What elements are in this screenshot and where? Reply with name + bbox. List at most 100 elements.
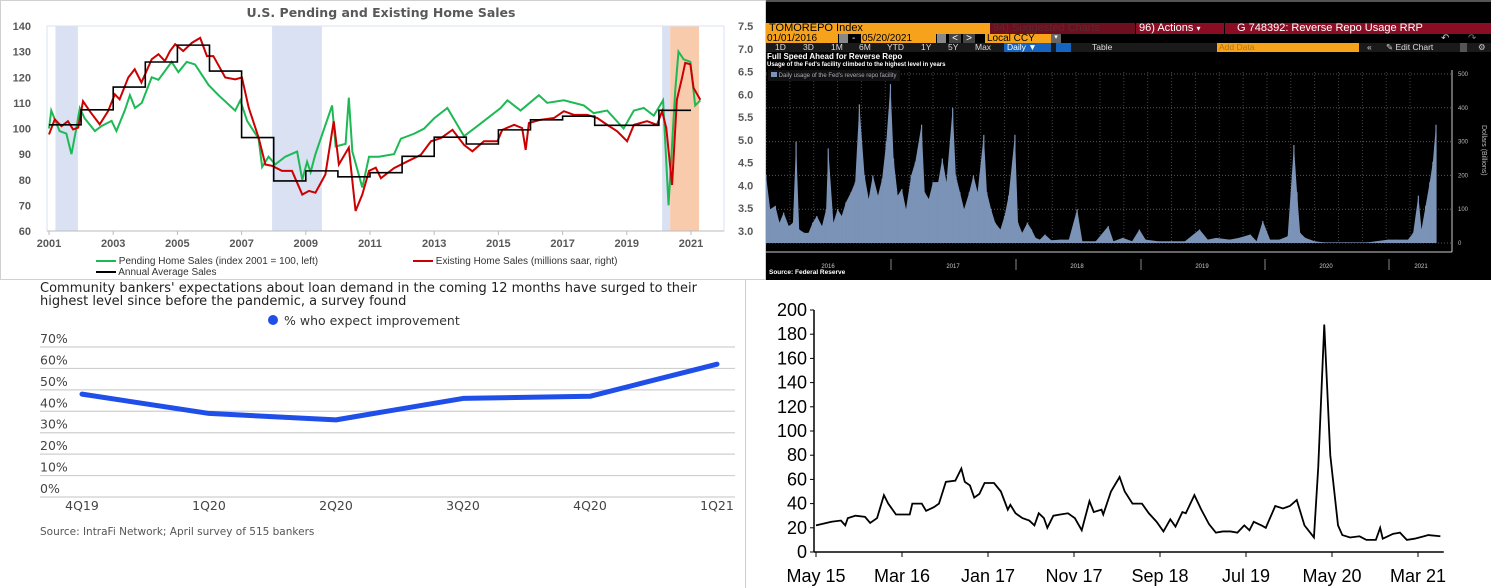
table-view-button[interactable]: Table [1092, 42, 1113, 52]
home-sales-chart-panel: 60 70 80 90 100 110 120 130 140 3.0 3.5 4.0 4.5 5.0 5.… [0, 0, 766, 280]
y-tick-label: 20 [787, 518, 807, 538]
period-max[interactable]: Max [975, 42, 992, 52]
legend-label: Existing Home Sales (millions saar, righ… [435, 256, 618, 267]
y-tick-label: 0 [1458, 241, 1462, 247]
y-tick-label: 20% [40, 438, 68, 453]
start-date-input[interactable]: 01/01/2016 [766, 34, 838, 44]
series-line-1 [48, 36, 702, 212]
legend-item: Daily usage of the Fed's reverse repo fa… [768, 70, 900, 81]
actions-label: 96) Actions [1139, 22, 1194, 34]
x-tick-label: 2019 [615, 238, 639, 250]
y-tick-right: 6.0 [738, 89, 753, 101]
add-data-input[interactable]: Add Data [1217, 43, 1359, 52]
x-tick-label: 4Q20 [573, 498, 607, 513]
y-tick-label: 160 [777, 348, 807, 368]
x-tick-label: 2019 [1195, 264, 1209, 270]
gear-icon[interactable]: ⚙ [1478, 42, 1486, 52]
y-tick-right: 5.5 [738, 112, 753, 124]
y-tick-left: 70 [19, 200, 31, 212]
suggested-charts-button[interactable]: 94) Suggested Charts [990, 23, 1135, 34]
legend-label: Pending Home Sales (index 2001 = 100, le… [118, 256, 319, 267]
y-tick-label: 140 [777, 373, 807, 393]
y-tick-left: 80 [19, 175, 31, 187]
undo-icon[interactable]: ↶ [1441, 33, 1450, 44]
x-tick-label: 2007 [229, 238, 253, 250]
y-tick-right: 5.0 [738, 135, 753, 147]
period-3d[interactable]: 3D [803, 42, 814, 52]
period-5y[interactable]: 5Y [948, 42, 959, 52]
home-sales-chart: 60 70 80 90 100 110 120 130 140 3.0 3.5 4.0 4.5 5.0 5.… [13, 21, 754, 250]
redo-icon[interactable]: ↷ [1468, 33, 1477, 44]
collapse-icon[interactable]: « [1367, 42, 1372, 52]
period-6m[interactable]: 6M [859, 42, 871, 52]
y-tick-label: 10% [40, 460, 68, 475]
line-chart-icon[interactable] [1056, 43, 1071, 52]
chart-title: Community bankers' expectations about lo… [40, 281, 697, 309]
y-tick-right: 6.5 [738, 67, 753, 79]
chevron-down-icon: ▾ [1196, 24, 1201, 33]
x-tick-label: Nov 17 [1045, 566, 1102, 586]
y-tick-right: 7.0 [738, 44, 753, 56]
x-tick-label: May 15 [786, 566, 845, 586]
x-tick-label: 2018 [1070, 264, 1084, 270]
calendar-icon[interactable] [937, 34, 946, 43]
y-tick-right: 4.5 [738, 158, 753, 170]
calendar-icon[interactable] [839, 34, 848, 43]
source-note: Source: IntraFi Network; April survey of… [40, 526, 315, 538]
x-tick-label: 2021 [1414, 264, 1428, 270]
legend-swatch-black [96, 271, 116, 274]
y-tick-label: 100 [1458, 207, 1469, 213]
x-tick-label: Sep 18 [1131, 566, 1188, 586]
prev-period-button[interactable]: < [949, 34, 961, 44]
end-date-input[interactable]: 05/20/2021 [861, 34, 936, 44]
legend-item-annual: Annual Average Sales [96, 268, 216, 278]
y-tick-right: 3.0 [738, 226, 753, 238]
x-tick-label: Jan 17 [961, 566, 1015, 586]
y-tick-label: 500 [1458, 72, 1469, 78]
y-tick-right: 7.5 [738, 21, 753, 33]
frequency-select[interactable]: Daily ▼ [1004, 43, 1051, 52]
survey-chart-panel: Community bankers' expectations about lo… [0, 280, 745, 588]
toolbar-background [766, 43, 1491, 52]
x-tick-label: May 20 [1302, 566, 1361, 586]
bloomberg-terminal-panel: TOMOREPO Index 94) Suggested Charts 96) … [766, 0, 1491, 280]
period-1d[interactable]: 1D [775, 42, 786, 52]
x-tick-label: 2016 [821, 264, 835, 270]
x-tick-label: 2017 [946, 264, 960, 270]
y-tick-right: 4.0 [738, 180, 753, 192]
edit-chart-button[interactable]: ✎ Edit Chart [1386, 42, 1434, 52]
x-tick-label: Jul 19 [1222, 566, 1270, 586]
y-tick-label: 120 [777, 397, 807, 417]
ticker-field[interactable]: TOMOREPO Index [766, 23, 990, 34]
line-chart-panel: 0 20 40 60 80 100 120 140 160 180 200 May 15 Mar 16 J… [745, 280, 1491, 588]
next-period-button[interactable]: > [963, 34, 975, 44]
period-ytd[interactable]: YTD [887, 42, 904, 52]
legend-dot [268, 315, 278, 325]
legend-label: Daily usage of the Fed's reverse repo fa… [778, 73, 897, 79]
source-note: Source: Federal Reserve [769, 269, 846, 276]
x-tick-label: 2017 [550, 238, 574, 250]
reverse-repo-chart: 0 100 200 300 400 500 2016 2017 2018 2019 2020 2021 [766, 70, 1469, 270]
period-1m[interactable]: 1M [831, 42, 843, 52]
x-tick-label: 2003 [101, 238, 125, 250]
x-tick-label: 4Q19 [65, 498, 99, 513]
y-tick-label: 60 [787, 469, 807, 489]
y-tick-label: 0 [797, 542, 807, 562]
legend-swatch-red [413, 260, 433, 263]
x-tick-label: 2015 [486, 238, 510, 250]
x-tick-label: 2001 [37, 238, 61, 250]
y-tick-label: 200 [1458, 173, 1469, 179]
recession-shade [55, 26, 78, 231]
x-tick-label: Mar 16 [874, 566, 930, 586]
currency-select[interactable]: Local CCY [985, 34, 1051, 44]
y-tick-label: 0% [40, 481, 60, 496]
period-1y[interactable]: 1Y [921, 42, 932, 52]
x-tick-label: 2Q20 [319, 498, 353, 513]
x-tick-label: 2021 [679, 238, 703, 250]
chevron-down-icon[interactable]: ▾ [1051, 34, 1061, 43]
x-tick-label: 2020 [1319, 264, 1333, 270]
recession-shade [272, 26, 322, 231]
x-tick-label: 2011 [358, 238, 382, 250]
actions-menu[interactable]: 96) Actions ▾ [1135, 23, 1224, 34]
annotate-icon[interactable] [1460, 43, 1467, 52]
